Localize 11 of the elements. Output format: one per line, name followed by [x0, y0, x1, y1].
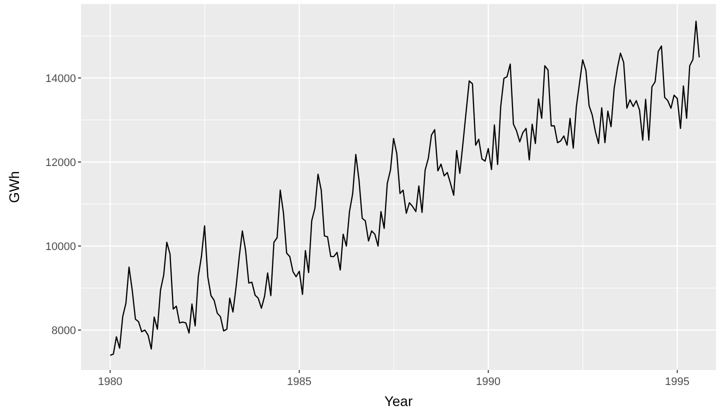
x-tick-label: 1985	[287, 376, 312, 388]
y-tick-label: 12000	[45, 156, 76, 169]
y-axis-title: GWh	[6, 171, 22, 203]
x-tick-label: 1995	[665, 376, 690, 388]
x-tick-label: 1990	[476, 376, 501, 388]
x-tick-label: 1980	[98, 376, 122, 388]
x-axis-title: Year	[384, 393, 413, 409]
y-tick-label: 10000	[45, 240, 76, 253]
line-series	[110, 20, 700, 356]
y-tick-label: 14000	[45, 72, 76, 85]
y-tick-label: 8000	[52, 324, 76, 337]
